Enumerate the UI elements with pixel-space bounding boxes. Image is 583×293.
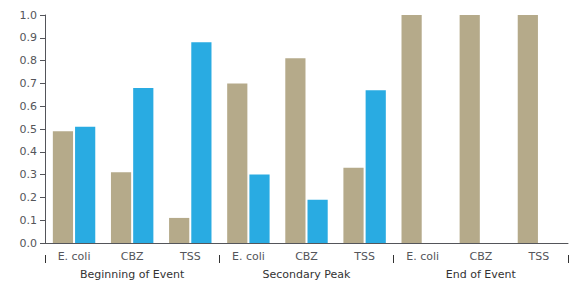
svg-text:0.8: 0.8 bbox=[20, 54, 38, 67]
svg-text:CBZ: CBZ bbox=[295, 250, 318, 263]
svg-text:TSS: TSS bbox=[528, 250, 550, 263]
svg-text:Beginning of Event: Beginning of Event bbox=[80, 268, 185, 281]
svg-text:0.5: 0.5 bbox=[20, 123, 38, 136]
svg-text:CBZ: CBZ bbox=[469, 250, 492, 263]
svg-text:0.6: 0.6 bbox=[20, 100, 38, 113]
svg-text:E. coli: E. coli bbox=[406, 250, 439, 263]
svg-text:0.4: 0.4 bbox=[20, 145, 38, 158]
svg-text:0.0: 0.0 bbox=[20, 237, 38, 250]
svg-text:CBZ: CBZ bbox=[121, 250, 144, 263]
svg-text:E. coli: E. coli bbox=[232, 250, 265, 263]
svg-text:0.3: 0.3 bbox=[20, 168, 38, 181]
svg-text:0.1: 0.1 bbox=[20, 214, 38, 227]
svg-text:E. coli: E. coli bbox=[58, 250, 91, 263]
svg-text:0.7: 0.7 bbox=[20, 77, 38, 90]
svg-text:TSS: TSS bbox=[179, 250, 201, 263]
svg-text:1.0: 1.0 bbox=[20, 9, 38, 22]
svg-text:End of Event: End of Event bbox=[446, 268, 517, 281]
svg-text:Secondary Peak: Secondary Peak bbox=[263, 268, 352, 281]
svg-text:TSS: TSS bbox=[353, 250, 375, 263]
svg-text:0.2: 0.2 bbox=[20, 191, 38, 204]
svg-text:0.9: 0.9 bbox=[20, 31, 38, 44]
